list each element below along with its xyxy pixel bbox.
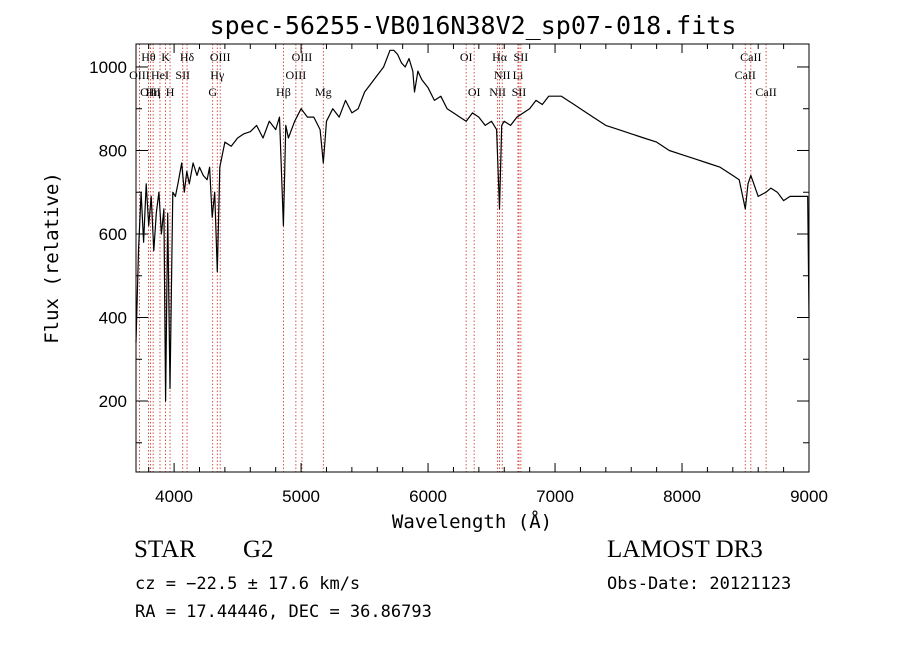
spectral-line-label: H bbox=[166, 85, 175, 99]
spectral-line-label: Hδ bbox=[180, 50, 195, 64]
spectral-line-label: HeI bbox=[151, 68, 169, 82]
y-tick-label: 1000 bbox=[89, 58, 127, 77]
spectral-line-label: NII bbox=[489, 85, 506, 99]
chart-title: spec-56255-VB016N38V2_sp07-018.fits bbox=[210, 11, 737, 40]
y-tick-label: 400 bbox=[99, 309, 127, 328]
spectral-line-label: Mg bbox=[315, 85, 332, 99]
survey-name: LAMOST DR3 bbox=[607, 536, 763, 563]
x-axis-label: Wavelength (Å) bbox=[392, 510, 552, 533]
spectral-line-label: Hβ bbox=[276, 85, 291, 99]
spectral-line-label: SII bbox=[514, 50, 529, 64]
spectral-line-label: NII bbox=[494, 68, 511, 82]
spectrum-series-line bbox=[135, 49, 810, 402]
spectral-line-label: OI bbox=[460, 50, 473, 64]
spectral-line-label: OIII bbox=[129, 68, 150, 82]
spectral-line-label: OI bbox=[468, 85, 481, 99]
spectral-line-markers bbox=[139, 44, 767, 472]
y-tick-label: 600 bbox=[99, 225, 127, 244]
redshift-velocity: cz = −22.5 ± 17.6 km/s bbox=[135, 574, 361, 594]
x-tick-label: 8000 bbox=[663, 487, 701, 506]
spectral-line-label: OIII bbox=[210, 50, 231, 64]
spectral-line-label: Li bbox=[513, 68, 524, 82]
spectral-line-label: CaII bbox=[755, 85, 776, 99]
spectral-line-label: OIII bbox=[286, 68, 307, 82]
observation-date: Obs-Date: 20121123 bbox=[607, 574, 792, 594]
y-tick-label: 200 bbox=[99, 392, 127, 411]
spectral-line-label: OIII bbox=[292, 50, 313, 64]
spectral-line-label: Hη bbox=[146, 85, 161, 99]
x-tick-label: 9000 bbox=[790, 487, 828, 506]
spectral-line-label: SII bbox=[512, 85, 527, 99]
spectral-line-label: Hγ bbox=[210, 68, 225, 82]
coordinates: RA = 17.44446, DEC = 36.86793 bbox=[135, 602, 432, 622]
y-axis-label: Flux (relative) bbox=[41, 172, 63, 344]
x-tick-label: 6000 bbox=[409, 487, 447, 506]
spectral-line-label: Hα bbox=[492, 50, 508, 64]
spectral-line-label: G bbox=[208, 85, 217, 99]
spectral-line-label: SII bbox=[175, 68, 190, 82]
x-tick-label: 5000 bbox=[282, 487, 320, 506]
spectral-line-label: CaII bbox=[735, 68, 756, 82]
x-tick-label: 7000 bbox=[536, 487, 574, 506]
spectral-line-label: K bbox=[161, 50, 170, 64]
spectral-line-label: CaII bbox=[740, 50, 761, 64]
object-type: STAR bbox=[134, 536, 196, 563]
x-axis-ticks: 4000 5000 6000 7000 8000 9000 bbox=[148, 44, 828, 506]
spectral-subclass: G2 bbox=[243, 536, 274, 563]
y-tick-label: 800 bbox=[99, 141, 127, 160]
x-tick-label: 4000 bbox=[155, 487, 193, 506]
spectral-line-label: OIII bbox=[140, 85, 161, 99]
spectral-line-label: Hθ bbox=[141, 50, 156, 64]
y-axis-ticks: 200 400 600 800 1000 bbox=[89, 58, 809, 444]
plot-frame bbox=[135, 43, 810, 473]
